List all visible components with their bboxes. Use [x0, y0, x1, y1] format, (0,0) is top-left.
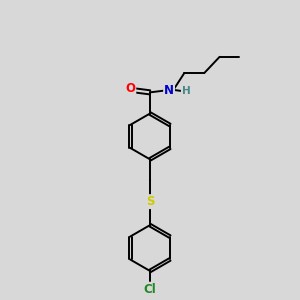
- Text: O: O: [125, 82, 135, 95]
- Text: H: H: [182, 86, 190, 96]
- Text: Cl: Cl: [144, 283, 156, 296]
- Text: S: S: [146, 195, 154, 208]
- Text: N: N: [164, 83, 174, 97]
